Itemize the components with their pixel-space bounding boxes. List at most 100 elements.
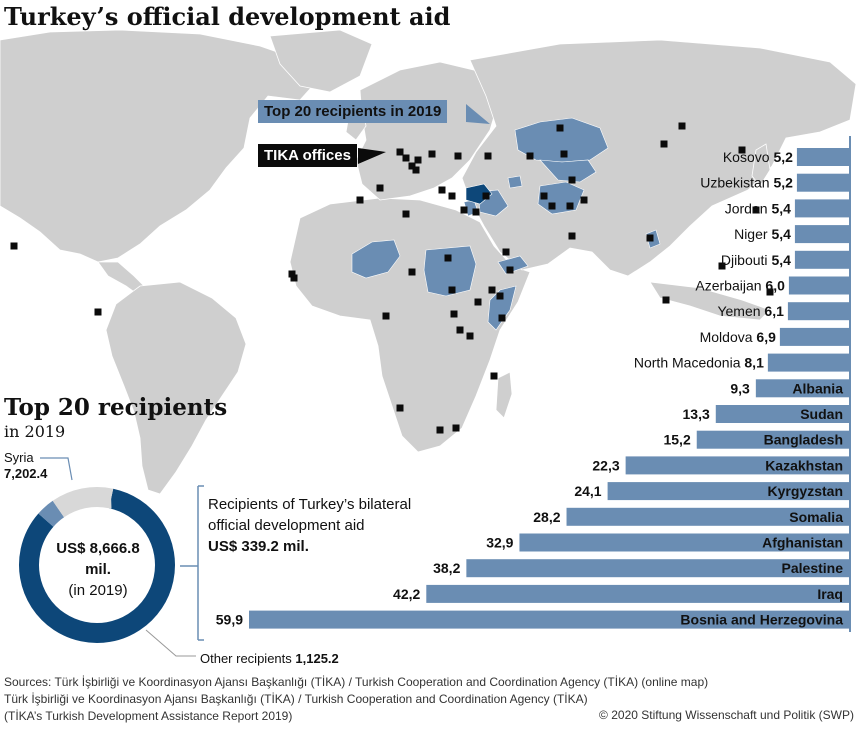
bar-value-label: 9,3 (730, 380, 750, 396)
bar-category-label: North Macedonia 8,1 (634, 355, 764, 371)
bar (794, 199, 849, 218)
land-madagascar (495, 371, 513, 419)
tika-office-marker (718, 262, 726, 270)
bar-category-label: Kosovo 5,2 (723, 149, 793, 165)
bar-category-label: Djibouti 5,4 (721, 252, 791, 268)
bar-category-label: Bosnia and Herzegovina (680, 612, 843, 628)
bar (249, 610, 849, 629)
tika-office-marker (474, 298, 482, 306)
land-japan (751, 143, 771, 187)
tika-office-marker (376, 184, 384, 192)
country-sudan (423, 245, 477, 297)
tika-office-marker (450, 310, 458, 318)
bar (519, 533, 849, 552)
other-recipients-label: Other recipients 1,125.2 (200, 651, 339, 666)
tika-office-marker (402, 210, 410, 218)
tika-office-marker (448, 286, 456, 294)
copyright: © 2020 Stiftung Wissenschaft und Politik… (599, 708, 854, 722)
tika-office-marker (502, 248, 510, 256)
tika-office-marker (490, 372, 498, 380)
bar (715, 405, 849, 423)
bar-value-label: 5,4 (771, 252, 791, 268)
country-azerbaijan (507, 175, 523, 189)
other-leader (145, 629, 196, 657)
bar-category-label: Uzbekistan 5,2 (700, 175, 793, 191)
donut-center-label: US$ 8,666.8 mil. (in 2019) (38, 538, 158, 601)
tika-office-marker (556, 124, 564, 132)
tika-office-marker (454, 152, 462, 160)
bar (794, 225, 849, 244)
country-somalia (487, 285, 517, 331)
bilateral-bracket (180, 485, 204, 641)
tika-office-marker (412, 166, 420, 174)
source-line-3: (TİKA’s Turkish Development Assistance R… (4, 709, 293, 723)
tika-office-marker (568, 176, 576, 184)
syria-label-value: 7,202.4 (4, 466, 48, 481)
tika-office-marker (496, 292, 504, 300)
bar-value-label: 13,3 (683, 406, 710, 422)
tika-office-marker (438, 186, 446, 194)
tika-office-marker (10, 242, 18, 250)
callout-top20: Top 20 recipients in 2019 (258, 100, 448, 123)
bar (796, 173, 849, 192)
bar-category-label: Kyrgyzstan (768, 483, 843, 499)
tika-office-marker (288, 270, 296, 278)
tika-office-marker (566, 202, 574, 210)
bar-value-label: 28,2 (533, 509, 560, 525)
bar (566, 507, 849, 526)
tika-office-marker (382, 312, 390, 320)
bar-category-label: Azerbaijan 6,0 (695, 278, 785, 294)
bar (796, 148, 849, 166)
other-recipients-name: Other recipients (200, 651, 292, 666)
land-southeast-asia (649, 281, 771, 321)
tika-office-marker (408, 268, 416, 276)
bar (607, 482, 849, 501)
country-niger (351, 239, 401, 279)
tika-office-marker (452, 424, 460, 432)
bar-category-label: Palestine (782, 560, 844, 576)
other-recipients-value: 1,125.2 (295, 651, 339, 666)
callout-tika-offices: TIKA offices (258, 144, 357, 167)
tika-office-marker (448, 192, 456, 200)
tika-office-marker (752, 206, 760, 214)
country-yemen (497, 255, 529, 275)
source-line-2: Türk İşbirliği ve Koordinasyon Ajansı Ba… (4, 692, 588, 706)
bar-value-label: 5,2 (773, 175, 793, 191)
tika-office-marker (678, 122, 686, 130)
tika-office-marker (466, 332, 474, 340)
donut-total-value: US$ 8,666.8 (56, 540, 140, 557)
tika-office-marker (548, 202, 556, 210)
bar-value-label: 5,4 (771, 226, 791, 242)
donut-slice (19, 487, 175, 643)
bar (794, 250, 849, 269)
bar-category-label: Yemen 6,1 (717, 303, 784, 319)
donut-subheading: in 2019 (4, 422, 66, 441)
bar-value-label: 5,2 (773, 149, 793, 165)
bar-category-label: Iraq (817, 586, 843, 602)
tika-office-marker (460, 206, 468, 214)
tika-office-marker (396, 404, 404, 412)
tika-office-marker (428, 150, 436, 158)
tika-office-marker (402, 154, 410, 162)
syria-leader (40, 457, 73, 481)
tika-office-markers (10, 122, 774, 434)
callout-top20-pointer (466, 104, 490, 124)
bar (787, 302, 849, 321)
sources: Sources: Türk İşbirliği ve Koordinasyon … (4, 674, 708, 725)
bar-value-label: 6,9 (756, 329, 776, 345)
bar-category-label: Niger 5,4 (734, 226, 791, 242)
bar-value-label: 42,2 (393, 586, 420, 602)
country-uzbekistan-kyrgyzstan (539, 159, 597, 183)
tika-office-marker (356, 196, 364, 204)
donut-heading: Top 20 recipients (4, 394, 228, 421)
tika-office-marker (660, 140, 668, 148)
bar-value-label: 15,2 (663, 432, 690, 448)
bar-category-label: Kazakhstan (765, 457, 843, 473)
callout-tika-pointer (358, 148, 386, 164)
tika-office-marker (444, 254, 452, 262)
donut-total-year: (in 2019) (68, 582, 128, 599)
bar (788, 276, 849, 295)
donut-total-unit: mil. (85, 561, 111, 578)
syria-label-name: Syria (4, 450, 34, 465)
